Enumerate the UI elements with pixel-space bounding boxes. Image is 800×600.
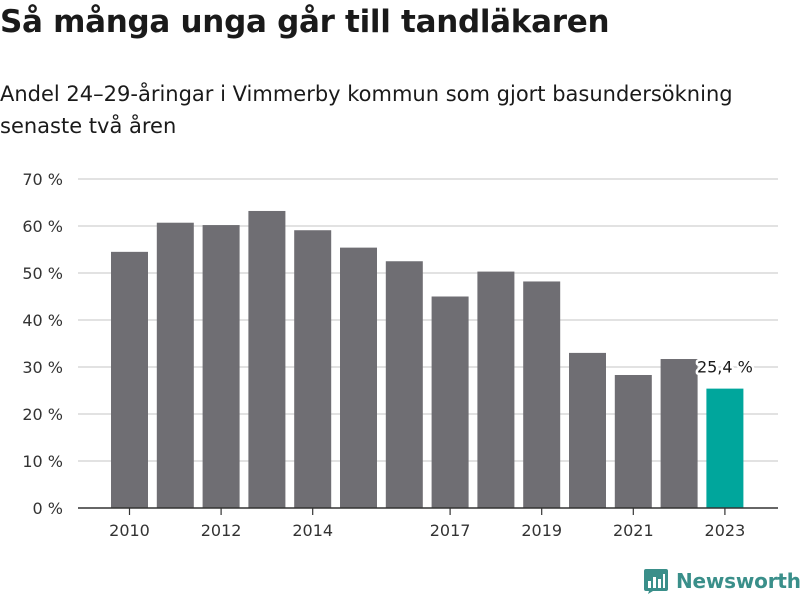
x-tick-label: 2017	[430, 521, 471, 540]
y-tick-label: 10 %	[22, 452, 63, 471]
x-tick-label: 2021	[613, 521, 654, 540]
y-tick-label: 70 %	[22, 170, 63, 189]
bar	[614, 374, 652, 508]
grid-lines	[78, 178, 778, 462]
x-tick-label: 2014	[292, 521, 333, 540]
bar	[340, 247, 377, 508]
bar	[248, 210, 286, 508]
y-tick-label: 50 %	[22, 264, 63, 283]
bars	[111, 210, 744, 508]
newsworthy-logo: Newsworthy	[644, 568, 800, 594]
bar	[569, 352, 606, 508]
x-axis: 2010 2012 2014 2017 2019 2021 2023	[78, 507, 778, 540]
bar	[385, 261, 423, 508]
y-axis-labels: 0 % 10 % 20 % 30 % 40 % 50 % 60 % 70 %	[22, 170, 63, 518]
x-tick-label: 2023	[705, 521, 746, 540]
bar	[523, 281, 561, 508]
bar	[111, 251, 148, 508]
x-tick-label: 2012	[201, 521, 242, 540]
y-tick-label: 60 %	[22, 217, 63, 236]
x-tick-label: 2019	[521, 521, 562, 540]
bar-chart: 0 % 10 % 20 % 30 % 40 % 50 % 60 % 70 % 2010 2012…	[22, 170, 778, 540]
data-label-halo: 25,4 %	[697, 358, 753, 377]
bar	[294, 230, 332, 508]
y-tick-label: 40 %	[22, 311, 63, 330]
bar	[477, 271, 515, 508]
brand-name: Newsworthy	[676, 569, 800, 593]
y-tick-label: 30 %	[22, 358, 63, 377]
bar	[660, 359, 698, 508]
bar	[156, 222, 194, 508]
y-tick-label: 0 %	[33, 499, 63, 518]
x-tick-label: 2010	[109, 521, 150, 540]
bar	[431, 296, 469, 508]
bar	[706, 388, 744, 508]
y-tick-label: 20 %	[22, 405, 63, 424]
bar	[202, 225, 240, 508]
data-label: 25,4 %	[697, 358, 753, 377]
data-labels: 25,4 %25,4 %	[694, 355, 755, 379]
newsworthy-logo-icon	[644, 569, 668, 594]
chart-title: Så många unga går till tandläkaren	[0, 4, 610, 40]
chart-subtitle: Andel 24–29-åringar i Vimmerby kommun so…	[0, 82, 733, 138]
